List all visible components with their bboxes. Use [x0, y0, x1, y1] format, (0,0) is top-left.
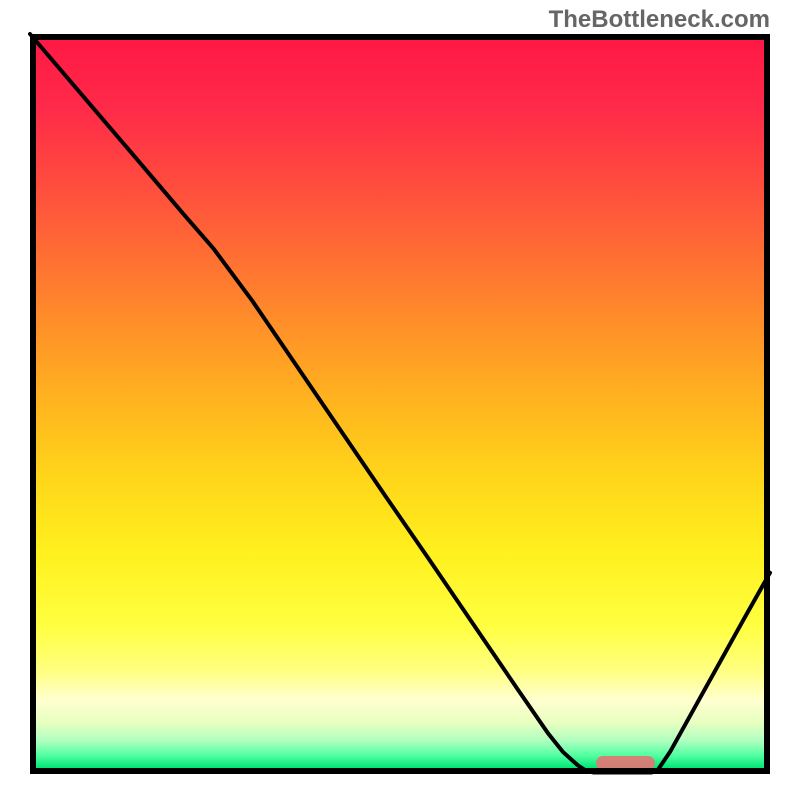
bottleneck-curve — [30, 34, 770, 773]
optimum-marker — [596, 756, 655, 771]
bottleneck-curve-layer — [30, 34, 770, 774]
watermark-text: TheBottleneck.com — [549, 6, 770, 34]
figure: TheBottleneck.com — [0, 0, 800, 800]
plot-area — [30, 34, 770, 774]
